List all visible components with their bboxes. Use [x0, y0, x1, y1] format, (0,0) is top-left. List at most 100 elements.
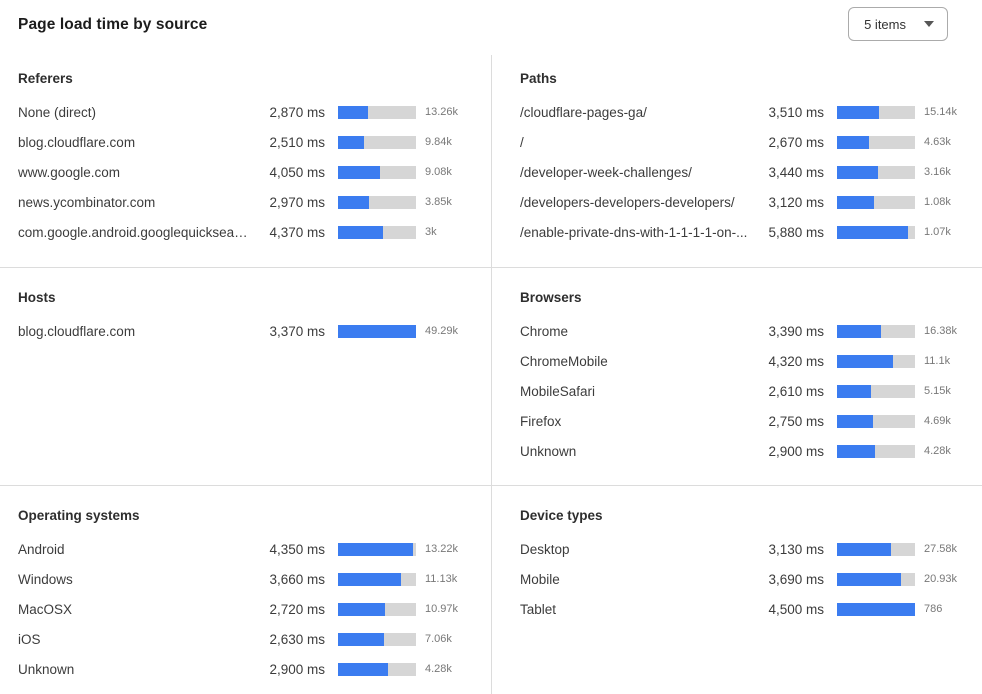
bar-track: [338, 195, 416, 209]
sections-grid: Referers None (direct) 2,870 ms 13.26k b…: [0, 55, 982, 694]
row-label: /: [520, 134, 524, 150]
row-ms-value: 4,370 ms: [269, 224, 325, 240]
row-count: 1.07k: [924, 226, 951, 238]
table-row[interactable]: /enable-private-dns-with-1-1-1-1-on-... …: [520, 217, 974, 247]
row-ms-value: 2,970 ms: [269, 194, 325, 210]
chevron-down-icon: [924, 21, 934, 27]
table-row[interactable]: /cloudflare-pages-ga/ 3,510 ms 15.14k: [520, 97, 974, 127]
bar-fill: [837, 225, 908, 239]
table-row[interactable]: news.ycombinator.com 2,970 ms 3.85k: [18, 187, 475, 217]
bar-fill: [338, 632, 384, 646]
bar-track: [837, 384, 915, 398]
row-count: 786: [924, 603, 943, 615]
page-title: Page load time by source: [18, 16, 208, 33]
table-row[interactable]: ChromeMobile 4,320 ms 11.1k: [520, 346, 974, 376]
table-row[interactable]: Windows 3,660 ms 11.13k: [18, 564, 475, 594]
bar-fill: [338, 542, 414, 556]
table-row[interactable]: Chrome 3,390 ms 16.38k: [520, 316, 974, 346]
row-ms-value: 4,050 ms: [269, 164, 325, 180]
row-ms-value: 3,440 ms: [768, 164, 824, 180]
section-device-types: Device types Desktop 3,130 ms 27.58k Mob…: [491, 485, 982, 694]
row-count: 9.84k: [425, 136, 452, 148]
row-count: 9.08k: [425, 166, 452, 178]
table-row[interactable]: www.google.com 4,050 ms 9.08k: [18, 157, 475, 187]
row-ms-value: 4,350 ms: [269, 541, 325, 557]
table-row[interactable]: Desktop 3,130 ms 27.58k: [520, 534, 974, 564]
row-label: Windows: [18, 571, 73, 587]
bar-fill: [837, 324, 882, 338]
table-row[interactable]: Mobile 3,690 ms 20.93k: [520, 564, 974, 594]
table-row[interactable]: MacOSX 2,720 ms 10.97k: [18, 594, 475, 624]
table-row[interactable]: Unknown 2,900 ms 4.28k: [520, 436, 974, 466]
table-row[interactable]: /developer-week-challenges/ 3,440 ms 3.1…: [520, 157, 974, 187]
row-ms-value: 2,720 ms: [269, 601, 325, 617]
bar-track: [837, 165, 915, 179]
row-label: news.ycombinator.com: [18, 194, 156, 210]
bar-track: [338, 602, 416, 616]
row-label: Chrome: [520, 323, 569, 339]
bar-track: [837, 542, 915, 556]
row-ms-value: 4,500 ms: [768, 601, 824, 617]
row-ms-value: 2,870 ms: [269, 104, 325, 120]
table-row[interactable]: MobileSafari 2,610 ms 5.15k: [520, 376, 974, 406]
row-count: 3.16k: [924, 166, 951, 178]
bar-track: [837, 572, 915, 586]
section-title: Browsers: [520, 290, 582, 305]
bar-fill: [338, 602, 386, 616]
bar-fill: [837, 414, 873, 428]
row-ms-value: 2,610 ms: [768, 383, 824, 399]
row-label: Unknown: [18, 661, 75, 677]
row-label: None (direct): [18, 104, 97, 120]
row-label: Android: [18, 541, 65, 557]
row-label: Tablet: [520, 601, 557, 617]
row-label: MacOSX: [18, 601, 73, 617]
row-ms-value: 2,900 ms: [768, 443, 824, 459]
row-count: 3.85k: [425, 196, 452, 208]
section-browsers: Browsers Chrome 3,390 ms 16.38k ChromeMo…: [491, 267, 982, 485]
table-row[interactable]: None (direct) 2,870 ms 13.26k: [18, 97, 475, 127]
row-count: 4.28k: [924, 445, 951, 457]
section-title: Paths: [520, 71, 557, 86]
row-ms-value: 3,390 ms: [768, 323, 824, 339]
row-ms-value: 3,130 ms: [768, 541, 824, 557]
row-ms-value: 3,510 ms: [768, 104, 824, 120]
row-label: iOS: [18, 631, 41, 647]
bar-track: [837, 225, 915, 239]
items-count-dropdown[interactable]: 5 items: [848, 7, 948, 41]
bar-track: [338, 542, 416, 556]
table-row[interactable]: Firefox 2,750 ms 4.69k: [520, 406, 974, 436]
bar-fill: [338, 324, 416, 338]
row-label: com.google.android.googlequicksearc...: [18, 224, 251, 240]
table-row[interactable]: /developers-developers-developers/ 3,120…: [520, 187, 974, 217]
table-row[interactable]: blog.cloudflare.com 3,370 ms 49.29k: [18, 316, 475, 346]
table-row[interactable]: blog.cloudflare.com 2,510 ms 9.84k: [18, 127, 475, 157]
table-row[interactable]: iOS 2,630 ms 7.06k: [18, 624, 475, 654]
bar-track: [338, 662, 416, 676]
bar-fill: [338, 105, 368, 119]
table-row[interactable]: / 2,670 ms 4.63k: [520, 127, 974, 157]
bar-track: [837, 354, 915, 368]
table-row[interactable]: Unknown 2,900 ms 4.28k: [18, 654, 475, 684]
section-title: Operating systems: [18, 508, 140, 523]
section-paths: Paths /cloudflare-pages-ga/ 3,510 ms 15.…: [491, 55, 982, 267]
row-count: 11.1k: [924, 355, 951, 367]
bar-fill: [837, 602, 915, 616]
row-label: Desktop: [520, 541, 570, 557]
row-count: 4.69k: [924, 415, 951, 427]
items-count-value: 5 items: [864, 16, 906, 32]
bar-track: [837, 444, 915, 458]
row-ms-value: 5,880 ms: [768, 224, 824, 240]
row-ms-value: 3,370 ms: [269, 323, 325, 339]
bar-fill: [837, 354, 894, 368]
section-title: Referers: [18, 71, 73, 86]
bar-track: [338, 135, 416, 149]
bar-fill: [837, 105, 880, 119]
row-ms-value: 2,630 ms: [269, 631, 325, 647]
bar-track: [338, 225, 416, 239]
row-label: Mobile: [520, 571, 560, 587]
bar-track: [338, 632, 416, 646]
row-count: 11.13k: [425, 573, 458, 585]
table-row[interactable]: Android 4,350 ms 13.22k: [18, 534, 475, 564]
table-row[interactable]: Tablet 4,500 ms 786: [520, 594, 974, 624]
table-row[interactable]: com.google.android.googlequicksearc... 4…: [18, 217, 475, 247]
